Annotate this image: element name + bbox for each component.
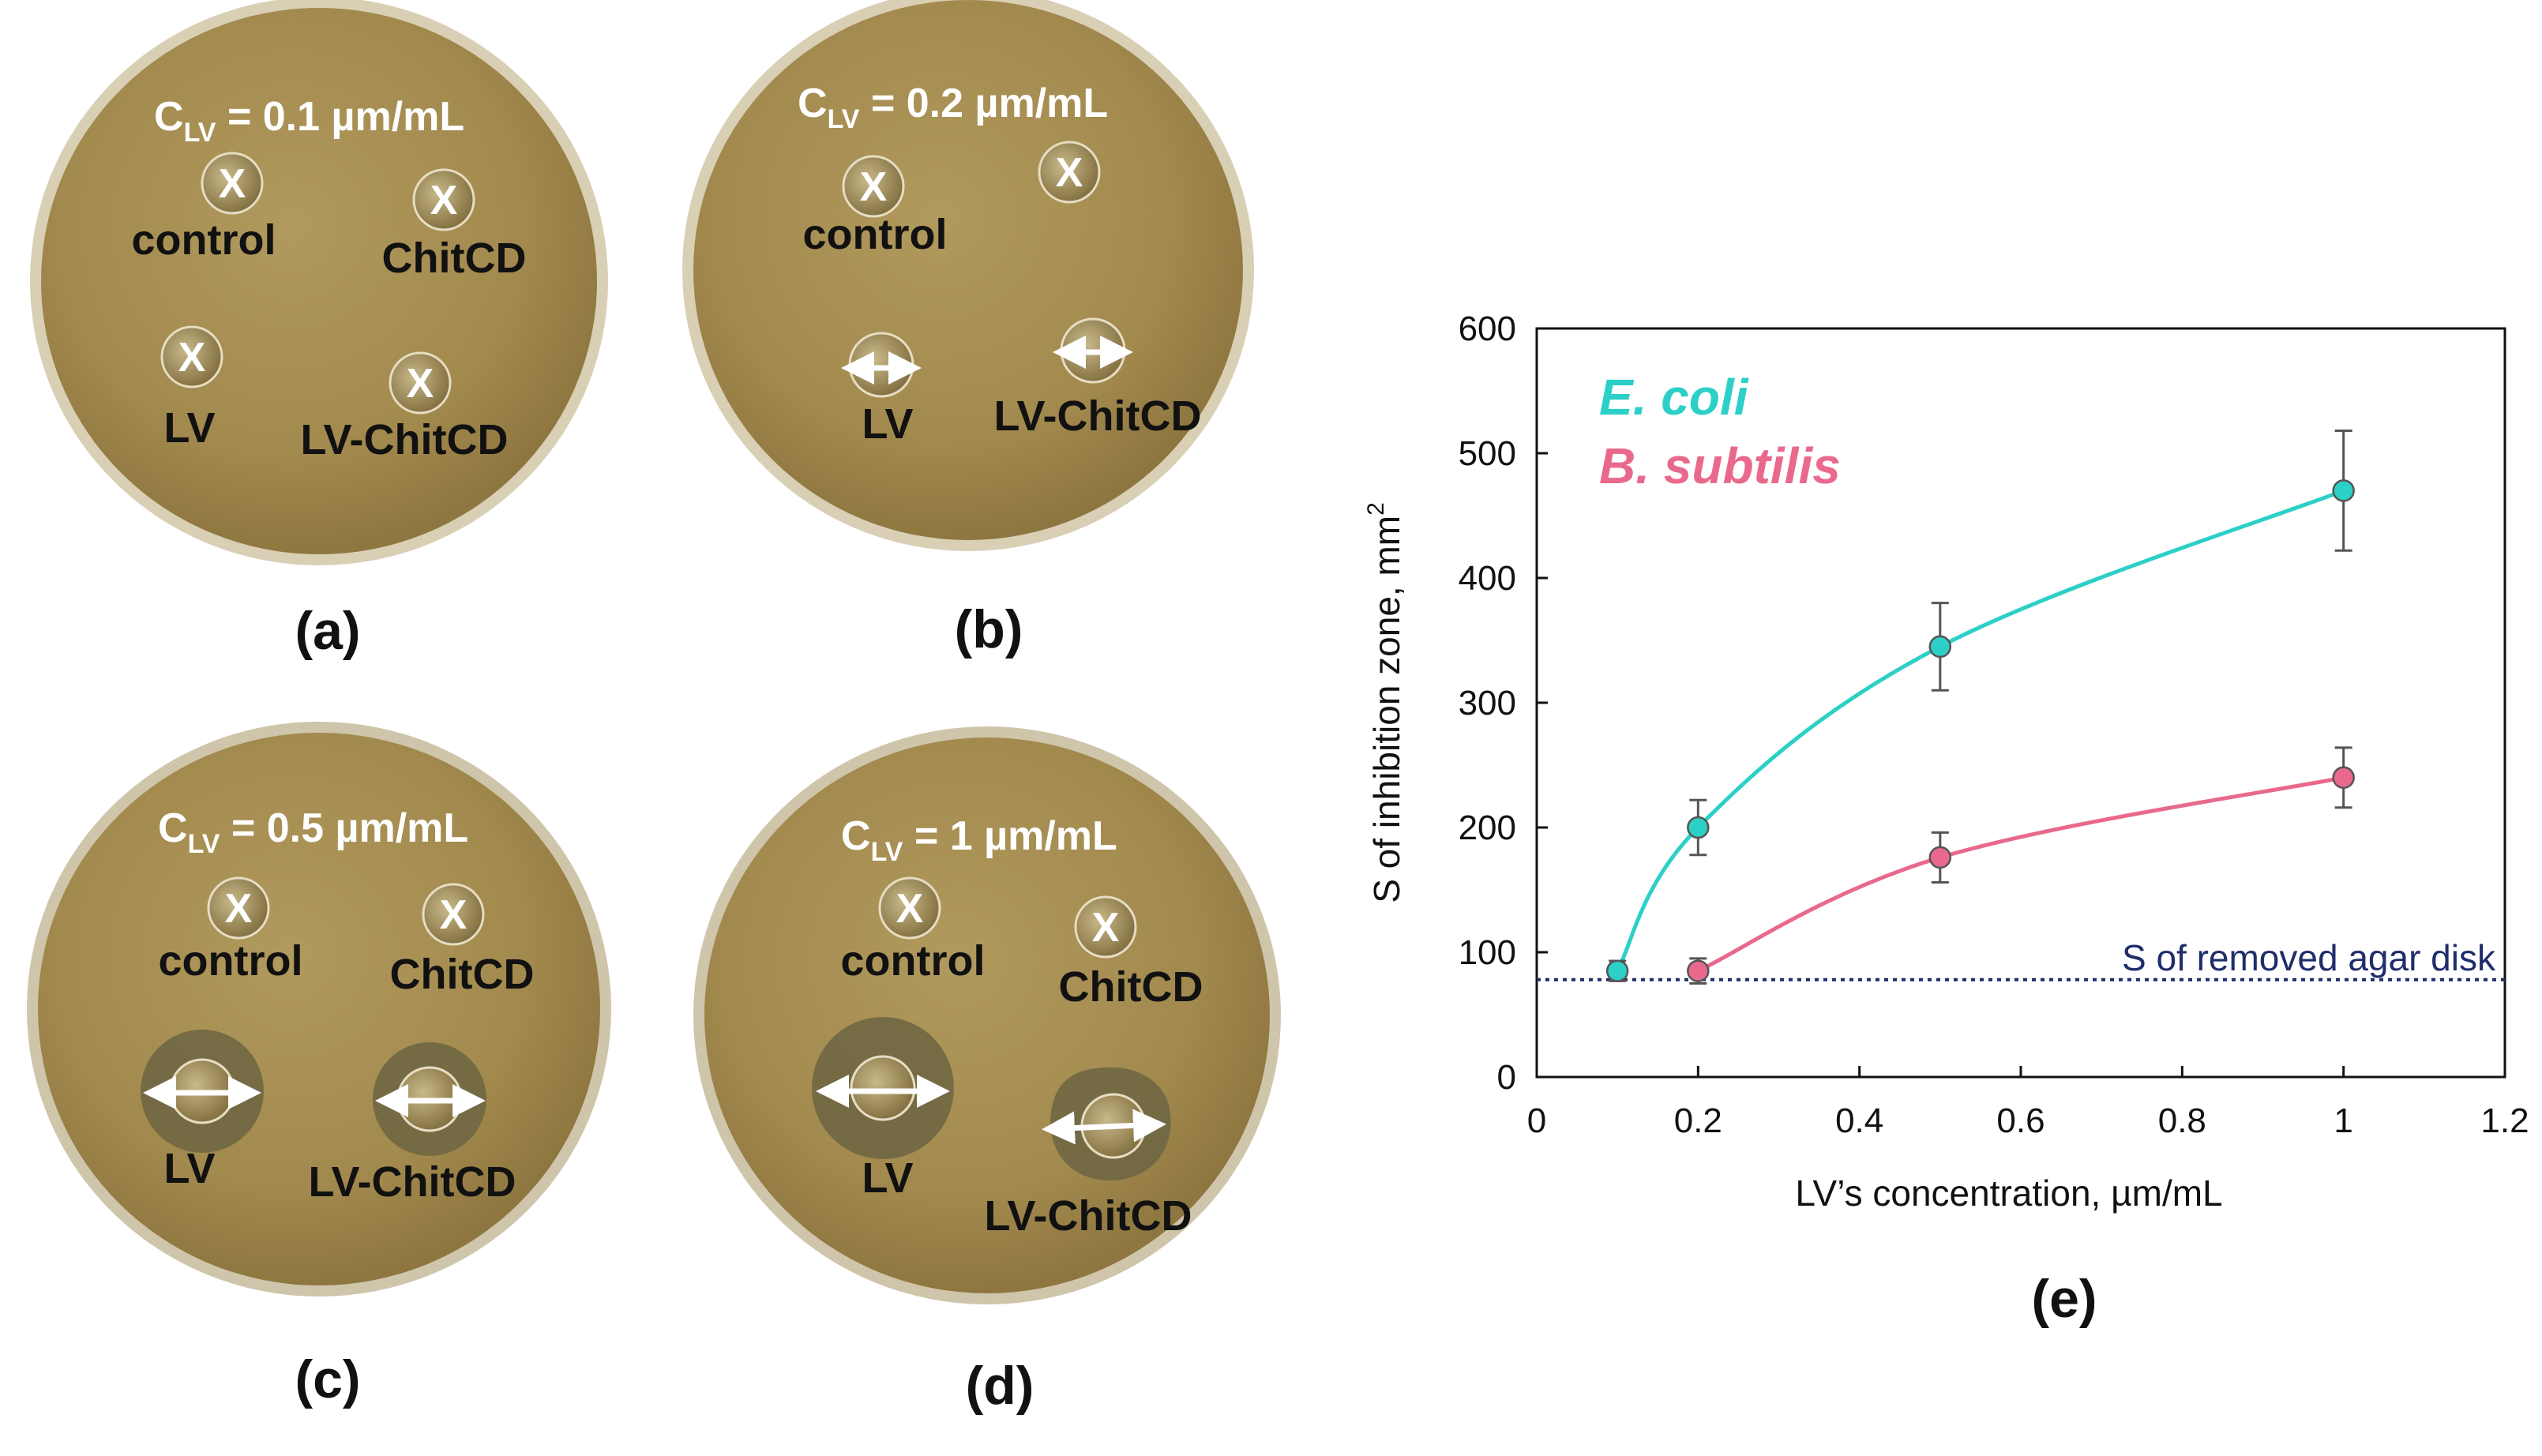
x-mark-icon: X bbox=[407, 361, 434, 407]
x-mark-icon: X bbox=[1092, 905, 1120, 951]
data-point bbox=[2332, 479, 2355, 502]
x-mark-icon: X bbox=[440, 892, 467, 938]
plate-title: CLV = 0.5 µm/mL bbox=[158, 805, 468, 859]
well-label: control bbox=[132, 216, 276, 264]
panel-label-b: (b) bbox=[955, 599, 1023, 659]
data-point bbox=[1928, 635, 1952, 659]
y-tick-label: 600 bbox=[1459, 310, 1516, 348]
well: X bbox=[1074, 895, 1137, 959]
y-tick-label: 0 bbox=[1497, 1058, 1516, 1097]
well: X bbox=[201, 152, 264, 215]
well: X bbox=[412, 168, 475, 231]
well-label: control bbox=[841, 937, 986, 985]
x-mark-icon: X bbox=[225, 886, 253, 932]
data-point bbox=[1928, 846, 1952, 869]
y-axis-title: S of inhibition zone, mm2 bbox=[1363, 502, 1407, 903]
x-axis-ticks: 0 0.2 0.4 0.6 0.8 1 1.2 bbox=[1527, 1066, 2529, 1140]
agar-surface bbox=[41, 8, 597, 554]
well-label: LV-ChitCD bbox=[994, 392, 1202, 440]
data-point bbox=[1605, 959, 1629, 982]
plate-title: CLV = 1 µm/mL bbox=[841, 813, 1117, 867]
panel-label-c: (c) bbox=[295, 1349, 360, 1409]
well bbox=[841, 332, 922, 398]
well-label: control bbox=[159, 937, 303, 985]
x-mark-icon: X bbox=[178, 335, 206, 381]
x-axis-title: LV’s concentration, µm/mL bbox=[1795, 1173, 2222, 1214]
well: X bbox=[160, 325, 223, 388]
y-tick-label: 100 bbox=[1459, 933, 1516, 972]
well: X bbox=[878, 876, 941, 940]
series-line-0 bbox=[1615, 489, 2345, 972]
well: X bbox=[1038, 141, 1101, 204]
well-label: ChitCD bbox=[1059, 963, 1203, 1011]
well: X bbox=[842, 155, 905, 218]
x-mark-icon: X bbox=[860, 164, 888, 210]
x-mark-icon: X bbox=[1056, 150, 1083, 196]
plate-a: CLV = 0.1 µm/mL X control X ChitCD X LV … bbox=[30, 0, 608, 565]
data-point bbox=[1687, 816, 1710, 839]
well bbox=[1042, 1067, 1171, 1181]
agar-surface bbox=[693, 0, 1243, 540]
x-tick-label: 0 bbox=[1527, 1101, 1546, 1140]
plate-d: CLV = 1 µm/mL X control X ChitCD LV LV-C… bbox=[693, 726, 1281, 1304]
well-label: LV bbox=[862, 1154, 914, 1202]
well-label: LV bbox=[164, 404, 216, 452]
y-tick-label: 300 bbox=[1459, 684, 1516, 722]
well bbox=[373, 1042, 486, 1156]
y-axis-ticks: 0 100 200 300 400 500 600 bbox=[1459, 310, 1548, 1097]
well: X bbox=[207, 876, 270, 940]
well: X bbox=[422, 883, 485, 946]
plate-b: CLV = 0.2 µm/mL X control X LV LV-ChitCD bbox=[682, 0, 1254, 551]
panel-label-d: (d) bbox=[966, 1356, 1034, 1416]
zone-diameter-arrow-icon bbox=[1042, 1109, 1166, 1145]
well-label: LV bbox=[862, 400, 914, 448]
well-label: control bbox=[803, 211, 948, 258]
data-point bbox=[2332, 766, 2355, 790]
data-point bbox=[1687, 959, 1710, 982]
legend-ecoli: E. coli bbox=[1599, 369, 1749, 426]
well bbox=[141, 1030, 264, 1153]
series-group bbox=[1605, 430, 2355, 985]
reference-line-label: S of removed agar disk bbox=[2122, 937, 2496, 978]
inhibition-zone-chart: 0 100 200 300 400 500 600 0 0.2 0.4 0.6 0.8 1 1.2 S … bbox=[1363, 310, 2529, 1329]
panel-label-e: (e) bbox=[2031, 1269, 2097, 1329]
series-line-1 bbox=[1697, 775, 2345, 973]
well-label: LV-ChitCD bbox=[301, 416, 509, 463]
plate-c: CLV = 0.5 µm/mL X control X ChitCD LV LV… bbox=[27, 722, 611, 1297]
well-label: LV-ChitCD bbox=[309, 1158, 516, 1206]
x-mark-icon: X bbox=[430, 178, 458, 223]
well-label: LV-ChitCD bbox=[985, 1192, 1192, 1240]
y-tick-label: 400 bbox=[1459, 559, 1516, 598]
x-tick-label: 1.2 bbox=[2480, 1101, 2529, 1140]
y-tick-label: 200 bbox=[1459, 809, 1516, 847]
x-mark-icon: X bbox=[219, 161, 246, 207]
well bbox=[1053, 317, 1133, 384]
well bbox=[812, 1017, 954, 1159]
well-label: LV bbox=[164, 1145, 216, 1192]
well-label: ChitCD bbox=[382, 235, 527, 282]
well: X bbox=[389, 351, 452, 415]
x-tick-label: 0.4 bbox=[1835, 1101, 1883, 1140]
reference-line-group: S of removed agar disk bbox=[1537, 937, 2505, 981]
x-tick-label: 0.8 bbox=[2158, 1101, 2206, 1140]
x-mark-icon: X bbox=[896, 886, 924, 932]
well-label: ChitCD bbox=[390, 951, 535, 998]
x-tick-label: 0.6 bbox=[1996, 1101, 2044, 1140]
y-tick-label: 500 bbox=[1459, 434, 1516, 473]
x-tick-label: 1 bbox=[2334, 1101, 2352, 1140]
panel-label-a: (a) bbox=[295, 601, 360, 661]
plate-title: CLV = 0.1 µm/mL bbox=[154, 94, 464, 148]
x-tick-label: 0.2 bbox=[1674, 1101, 1722, 1140]
legend-bsubtilis: B. subtilis bbox=[1599, 437, 1841, 494]
plate-title: CLV = 0.2 µm/mL bbox=[798, 81, 1108, 134]
